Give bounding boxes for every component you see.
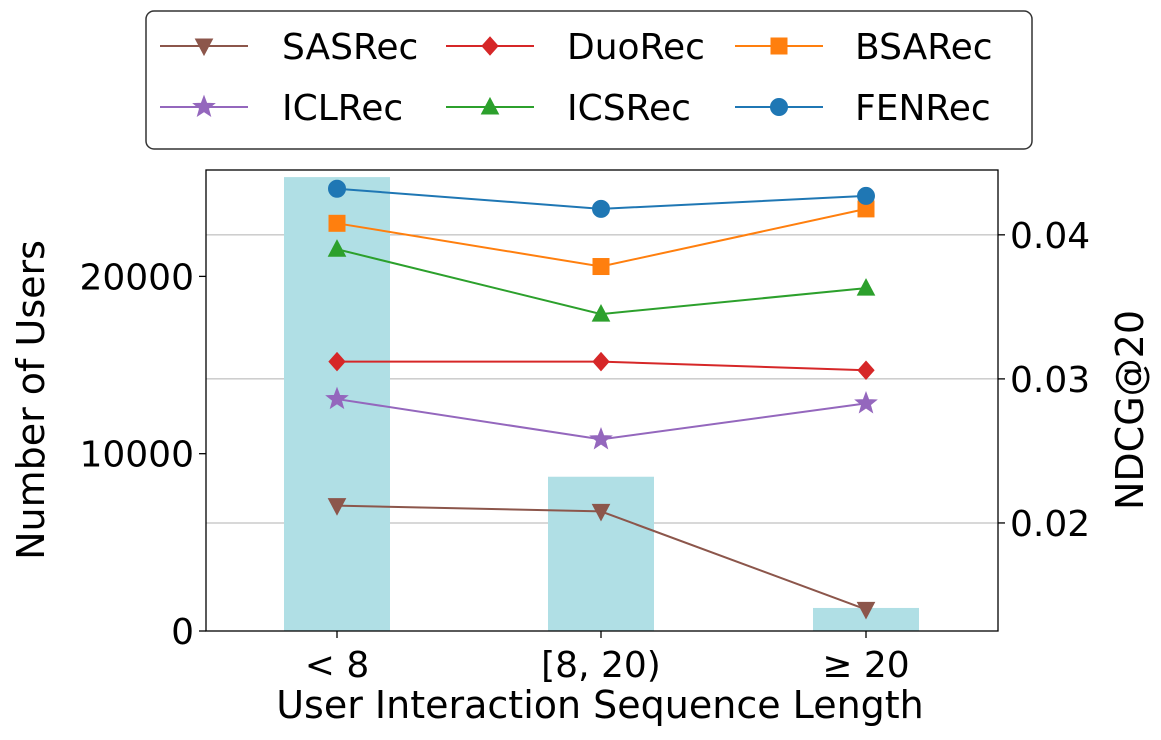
right-y-tick-label: 0.02 xyxy=(1010,504,1090,545)
point-icsrec-20 xyxy=(856,278,876,296)
legend-label-iclrec: ICLRec xyxy=(282,88,403,129)
left-y-axis-label: Number of Users xyxy=(9,240,53,560)
legend-marker-fenrec xyxy=(770,98,788,116)
point-fenrec-20 xyxy=(857,186,875,205)
legend-marker-sasrec xyxy=(194,38,214,57)
legend-label-sasrec: SASRec xyxy=(282,27,418,68)
point-bsarec-8-20 xyxy=(592,258,610,276)
legend-marker-iclrec xyxy=(192,94,216,118)
series-duorec xyxy=(328,351,875,380)
legend-marker-bsarec xyxy=(770,37,788,55)
legend-label-bsarec: BSARec xyxy=(855,27,993,68)
x-tick-label-20: ≥ 20 xyxy=(822,645,909,686)
point-iclrec-8 xyxy=(325,386,349,410)
left-y-tick-label: 10000 xyxy=(79,435,194,476)
point-fenrec-8 xyxy=(328,179,346,198)
x-axis-label: User Interaction Sequence Length xyxy=(276,683,924,727)
point-iclrec-20 xyxy=(854,390,878,414)
point-sasrec-8 xyxy=(327,498,347,516)
series-icsrec xyxy=(327,239,876,322)
point-fenrec-8-20 xyxy=(592,199,610,218)
left-y-tick-label: 0 xyxy=(171,612,194,653)
point-duorec-8 xyxy=(328,351,346,372)
right-y-tick-label: 0.04 xyxy=(1010,216,1090,257)
legend-label-duorec: DuoRec xyxy=(567,27,705,68)
bar-8-20 xyxy=(548,476,654,631)
series-sasrec xyxy=(327,498,876,620)
legend-label-fenrec: FENRec xyxy=(855,88,991,129)
legend-entry-icsrec: ICSRec xyxy=(446,88,691,129)
bar-20 xyxy=(813,607,919,631)
legend-entry-iclrec: ICLRec xyxy=(160,88,403,129)
right-y-axis: 0.02 0.03 0.04 xyxy=(998,216,1090,545)
legend-marker-duorec xyxy=(481,36,499,56)
left-y-axis: 0 10000 20000 xyxy=(79,257,206,653)
legend-entry-sasrec: SASRec xyxy=(160,27,418,68)
plot-frame xyxy=(205,169,999,632)
point-sasrec-20 xyxy=(856,601,876,620)
point-bsarec-8 xyxy=(328,214,346,232)
legend-marker-icsrec xyxy=(480,96,500,115)
x-tick-label-8: < 8 xyxy=(305,645,370,686)
right-y-tick-label: 0.03 xyxy=(1010,360,1090,401)
point-duorec-8-20 xyxy=(592,351,610,372)
bar-series xyxy=(284,177,919,632)
x-tick-label-8-20: [8, 20) xyxy=(541,645,661,686)
series-iclrec xyxy=(325,386,878,450)
point-duorec-20 xyxy=(857,360,875,380)
legend-label-icsrec: ICSRec xyxy=(567,88,691,129)
point-sasrec-8-20 xyxy=(591,503,611,522)
line-series xyxy=(325,179,878,620)
point-icsrec-8-20 xyxy=(591,303,611,322)
left-y-tick-label: 20000 xyxy=(79,257,194,298)
series-fenrec xyxy=(328,179,875,218)
legend-entry-duorec: DuoRec xyxy=(446,27,705,68)
point-icsrec-8 xyxy=(327,239,347,257)
right-y-axis-label: NDCG@20 xyxy=(1108,310,1152,510)
legend-entry-fenrec: FENRec xyxy=(735,88,991,129)
legend: SASRec DuoRec BSARec ICLRec ICSRec FENRec xyxy=(145,10,1033,150)
point-iclrec-8-20 xyxy=(589,426,613,450)
x-axis: < 8 [8, 20) ≥ 20 xyxy=(305,631,910,686)
legend-entry-bsarec: BSARec xyxy=(735,27,993,68)
series-bsarec xyxy=(328,200,875,276)
